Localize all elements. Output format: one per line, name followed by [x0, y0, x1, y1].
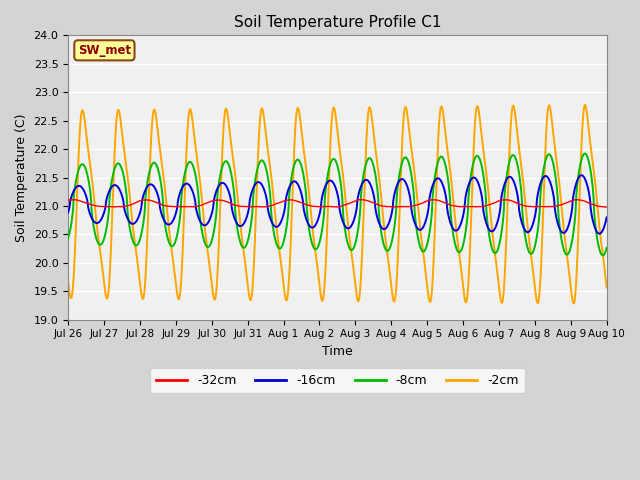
Y-axis label: Soil Temperature (C): Soil Temperature (C) [15, 113, 28, 242]
X-axis label: Time: Time [322, 345, 353, 358]
Text: SW_met: SW_met [78, 44, 131, 57]
Title: Soil Temperature Profile C1: Soil Temperature Profile C1 [234, 15, 441, 30]
Legend: -32cm, -16cm, -8cm, -2cm: -32cm, -16cm, -8cm, -2cm [150, 368, 525, 393]
